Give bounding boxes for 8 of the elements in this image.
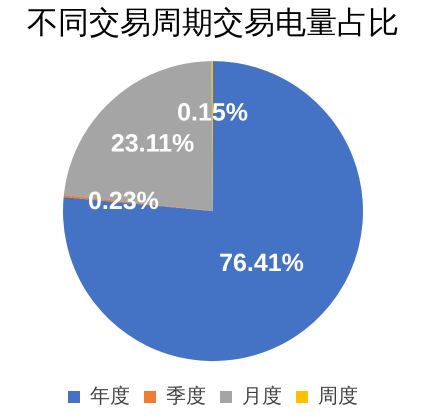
- chart-title: 不同交易周期交易电量占比: [27, 5, 399, 40]
- data-label: 23.11%: [110, 129, 194, 158]
- data-label: 76.41%: [219, 249, 304, 278]
- legend-label: 周度: [318, 386, 358, 408]
- legend-label: 季度: [166, 386, 206, 408]
- legend-label: 年度: [90, 386, 130, 408]
- legend-label: 月度: [242, 386, 282, 408]
- data-label: 0.15%: [177, 98, 248, 126]
